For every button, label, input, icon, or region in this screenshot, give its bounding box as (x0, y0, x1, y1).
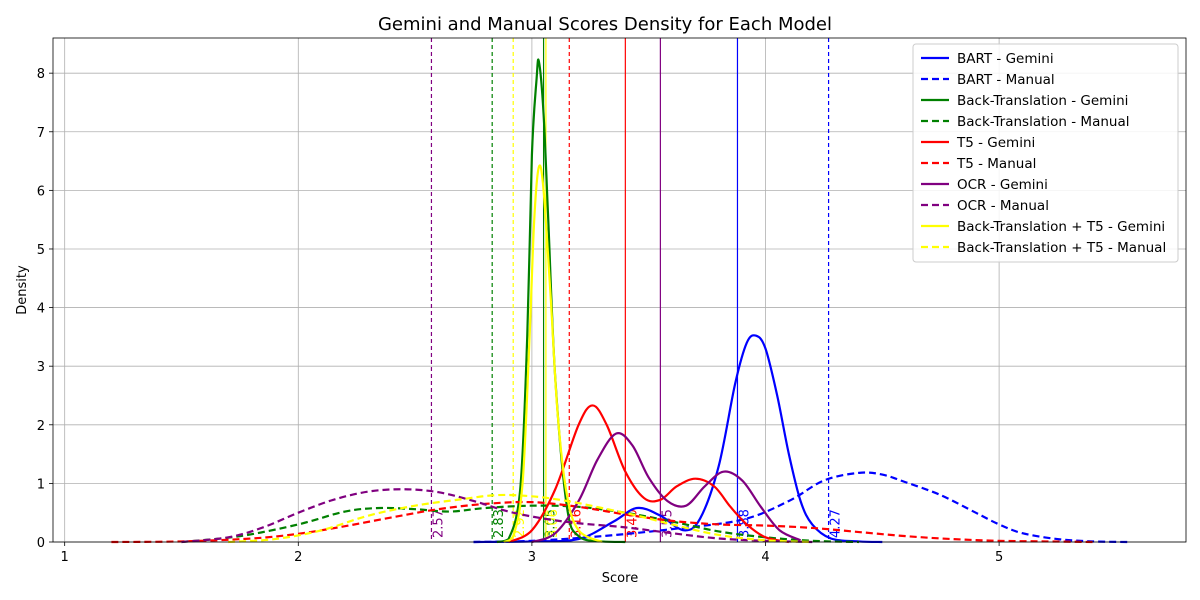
y-tick-label: 6 (37, 184, 45, 199)
density-curve (228, 493, 813, 544)
mean-value-label: 4.27 (829, 509, 844, 538)
legend-entry: Back-Translation + T5 - Gemini (957, 219, 1165, 235)
legend-entry: T5 - Gemini (956, 135, 1035, 151)
x-tick-label: 5 (995, 550, 1003, 565)
legend-entry: BART - Gemini (957, 51, 1054, 67)
density-curve (111, 500, 1093, 544)
density-curve (473, 334, 883, 544)
density-curve (508, 404, 790, 544)
legend-entry: T5 - Manual (956, 156, 1036, 172)
y-tick-label: 2 (37, 419, 45, 434)
legend-entry: Back-Translation - Manual (957, 114, 1129, 130)
x-tick-label: 2 (294, 550, 302, 565)
legend-entry: BART - Manual (957, 72, 1055, 88)
density-curves (111, 58, 1128, 544)
mean-value-label: 2.83 (492, 509, 507, 538)
legend-entry: Back-Translation - Gemini (957, 93, 1128, 109)
mean-lines: 3.88 4.273.052.83 3.403.16 3.552.57 3.062.92 (430, 38, 844, 542)
density-curve (181, 488, 813, 544)
y-axis-label: Density (15, 265, 30, 315)
x-tick-label: 4 (761, 550, 769, 565)
x-tick-label: 3 (528, 550, 536, 565)
y-tick-label: 8 (37, 67, 45, 82)
density-curve (473, 471, 1128, 544)
y-tick-label: 3 (37, 360, 45, 375)
x-tick-label: 1 (61, 550, 69, 565)
x-axis-label: Score (602, 571, 638, 586)
y-tick-label: 5 (37, 243, 45, 258)
y-tick-label: 1 (37, 477, 45, 492)
density-curve (181, 504, 859, 544)
chart-title: Gemini and Manual Scores Density for Eac… (378, 14, 832, 35)
legend: BART - Gemini BART - Manual Back-Translati… (912, 43, 1179, 263)
y-tick-label: 7 (37, 126, 45, 141)
mean-value-label: 3.05 (544, 509, 559, 538)
y-tick-label: 0 (37, 536, 45, 551)
y-tick-label: 4 (37, 302, 45, 317)
plot-frame (52, 37, 1187, 543)
legend-entry: OCR - Manual (957, 198, 1049, 214)
legend-entry: OCR - Gemini (957, 177, 1048, 193)
axes: 1 2 3 4 5 0 1 2 3 4 5 6 7 8 (37, 37, 1187, 565)
density-curve (496, 58, 626, 544)
density-curve (531, 431, 802, 544)
mean-value-label: 2.57 (431, 509, 446, 538)
density-curve (503, 164, 603, 544)
legend-box (912, 43, 1179, 263)
legend-entry: Back-Translation + T5 - Manual (957, 240, 1166, 256)
